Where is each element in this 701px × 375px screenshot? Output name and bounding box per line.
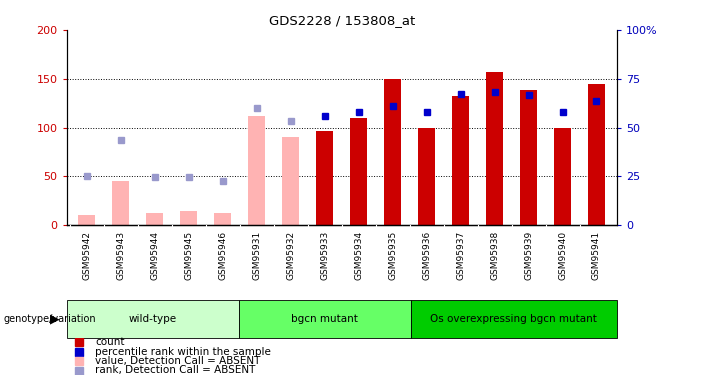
Text: GSM95933: GSM95933 <box>320 231 329 280</box>
Bar <box>520 90 537 225</box>
Bar <box>588 84 605 225</box>
Bar <box>79 215 95 225</box>
Text: GSM95934: GSM95934 <box>354 231 363 280</box>
Bar <box>112 181 130 225</box>
Text: GSM95931: GSM95931 <box>252 231 261 280</box>
Text: wild-type: wild-type <box>128 314 177 324</box>
Text: GSM95945: GSM95945 <box>184 231 193 280</box>
Bar <box>147 213 163 225</box>
Bar <box>486 72 503 225</box>
Text: genotype/variation: genotype/variation <box>4 314 96 324</box>
Bar <box>350 118 367 225</box>
Bar <box>316 131 333 225</box>
Text: GSM95935: GSM95935 <box>388 231 397 280</box>
Bar <box>215 213 231 225</box>
Text: count: count <box>95 338 125 347</box>
Text: value, Detection Call = ABSENT: value, Detection Call = ABSENT <box>95 356 261 366</box>
Text: GSM95938: GSM95938 <box>490 231 499 280</box>
Bar <box>238 300 411 338</box>
Text: bgcn mutant: bgcn mutant <box>291 314 358 324</box>
Text: GSM95941: GSM95941 <box>592 231 601 280</box>
Bar <box>554 128 571 225</box>
Text: GSM95937: GSM95937 <box>456 231 465 280</box>
Text: GSM95940: GSM95940 <box>558 231 567 280</box>
Text: Os overexpressing bgcn mutant: Os overexpressing bgcn mutant <box>430 314 597 324</box>
Text: GSM95944: GSM95944 <box>151 231 159 280</box>
Bar <box>67 300 238 338</box>
Bar <box>384 79 401 225</box>
Text: percentile rank within the sample: percentile rank within the sample <box>95 347 271 357</box>
Text: GSM95946: GSM95946 <box>218 231 227 280</box>
Bar <box>452 96 469 225</box>
Bar <box>180 211 198 225</box>
Bar <box>411 300 617 338</box>
Title: GDS2228 / 153808_at: GDS2228 / 153808_at <box>268 15 415 27</box>
Text: GSM95943: GSM95943 <box>116 231 125 280</box>
Text: GSM95936: GSM95936 <box>422 231 431 280</box>
Text: GSM95942: GSM95942 <box>83 231 91 280</box>
Bar <box>248 116 265 225</box>
Text: GSM95939: GSM95939 <box>524 231 533 280</box>
Text: GSM95932: GSM95932 <box>286 231 295 280</box>
Bar <box>283 137 299 225</box>
Text: ▶: ▶ <box>50 312 60 325</box>
Bar <box>418 128 435 225</box>
Text: rank, Detection Call = ABSENT: rank, Detection Call = ABSENT <box>95 366 256 375</box>
